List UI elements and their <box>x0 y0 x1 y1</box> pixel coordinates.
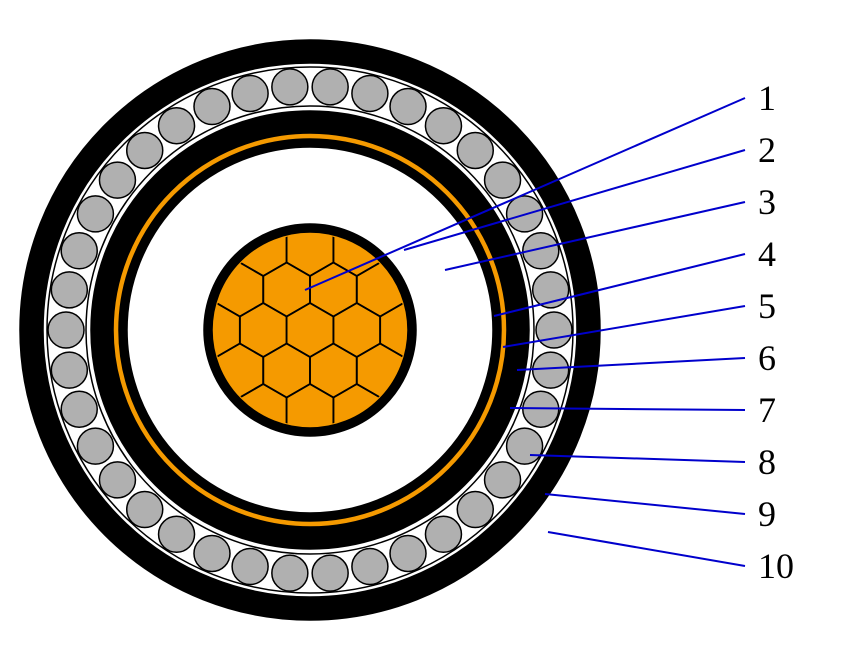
armor-wire <box>99 162 135 198</box>
callout-label-6: 6 <box>758 338 776 378</box>
callout-label-3: 3 <box>758 182 776 222</box>
leader-line-10 <box>548 532 745 566</box>
armor-wire <box>51 352 87 388</box>
armor-wire <box>390 535 426 571</box>
armor-wire <box>312 69 348 105</box>
armor-wire <box>390 89 426 125</box>
armor-wire <box>457 492 493 528</box>
armor-wire <box>533 352 569 388</box>
callout-label-1: 1 <box>758 78 776 118</box>
armor-wire <box>77 196 113 232</box>
callout-label-5: 5 <box>758 286 776 326</box>
armor-wire <box>425 108 461 144</box>
armor-wire <box>127 132 163 168</box>
armor-wire <box>507 428 543 464</box>
armor-wire <box>61 233 97 269</box>
armor-wire <box>232 549 268 585</box>
armor-wire <box>51 272 87 308</box>
armor-wire <box>127 492 163 528</box>
callout-label-10: 10 <box>758 546 794 586</box>
armor-wire <box>312 555 348 591</box>
armor-wire <box>485 162 521 198</box>
callout-label-8: 8 <box>758 442 776 482</box>
armor-wire <box>232 75 268 111</box>
layer-conductor <box>212 232 408 428</box>
armor-wire <box>536 312 572 348</box>
armor-wire <box>194 535 230 571</box>
armor-wire <box>48 312 84 348</box>
armor-wire <box>194 89 230 125</box>
armor-wire <box>352 549 388 585</box>
callout-label-9: 9 <box>758 494 776 534</box>
leader-line-9 <box>545 494 745 514</box>
armor-wire <box>352 75 388 111</box>
armor-wire <box>99 462 135 498</box>
callout-label-4: 4 <box>758 234 776 274</box>
cable-cross-section-diagram: 1 2 3 4 5 6 7 8 9 10 <box>0 0 850 650</box>
armor-wire <box>457 132 493 168</box>
armor-wire <box>425 516 461 552</box>
armor-wire <box>485 462 521 498</box>
armor-wire <box>61 391 97 427</box>
callout-label-7: 7 <box>758 390 776 430</box>
callout-label-2: 2 <box>758 130 776 170</box>
armor-wire <box>272 555 308 591</box>
armor-wire <box>272 69 308 105</box>
armor-wire <box>159 516 195 552</box>
armor-wire <box>77 428 113 464</box>
armor-wire <box>159 108 195 144</box>
